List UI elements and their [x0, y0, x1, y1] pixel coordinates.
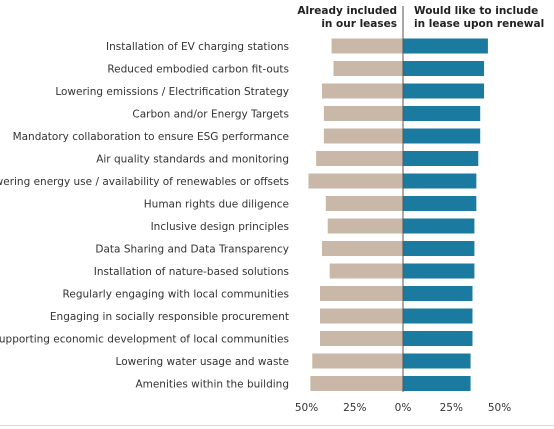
bottom-rule [0, 425, 554, 426]
category-label: Engaging in socially responsible procure… [50, 311, 289, 323]
bar-already-included [333, 61, 403, 76]
bar-would-like-to-include [403, 38, 488, 54]
category-label: Human rights due diligence [144, 199, 289, 211]
category-labels: Installation of EV charging stations Redu… [0, 41, 289, 391]
x-tick-label: 50% [488, 402, 511, 414]
category-label: Installation of EV charging stations [106, 41, 289, 53]
bar-already-included [331, 38, 403, 54]
category-label: Installation of nature-based solutions [94, 266, 289, 278]
bar-already-included [325, 196, 403, 211]
bar-already-included [316, 151, 403, 166]
x-tick-label: 25% [440, 402, 463, 414]
x-tick-label: 50% [295, 402, 318, 414]
bar-already-included [320, 308, 403, 324]
category-label: Mandatory collaboration to ensure ESG pe… [13, 131, 289, 143]
bar-would-like-to-include [403, 151, 479, 166]
category-label: Amenities within the building [135, 379, 289, 391]
category-label: Regularly engaging with local communitie… [63, 289, 289, 301]
category-label: Inclusive design principles [151, 221, 289, 233]
bar-would-like-to-include [403, 196, 477, 211]
bar-would-like-to-include [403, 173, 477, 189]
bar-would-like-to-include [403, 353, 471, 369]
bar-already-included [329, 263, 403, 279]
bar-would-like-to-include [403, 331, 473, 346]
bar-would-like-to-include [403, 376, 471, 391]
bar-would-like-to-include [403, 241, 475, 256]
bar-would-like-to-include [403, 286, 473, 301]
bar-already-included [310, 376, 403, 391]
category-label: Lowering water usage and waste [116, 356, 289, 368]
bar-already-included [321, 241, 403, 256]
category-label: Reduced embodied carbon fit-outs [107, 64, 289, 76]
bar-already-included [312, 353, 403, 369]
x-tick-label: 25% [343, 402, 366, 414]
x-tick-label: 0% [395, 402, 412, 414]
x-axis-ticks: 50% 25% 0% 25% 50% [295, 402, 511, 414]
bar-already-included [320, 286, 403, 301]
category-label: Lowering emissions / Electrification Str… [55, 86, 289, 98]
bar-would-like-to-include [403, 218, 475, 234]
category-label: Supporting economic development of local… [0, 334, 289, 346]
category-label: Air quality standards and monitoring [96, 154, 289, 166]
bar-already-included [321, 83, 403, 99]
bar-already-included [327, 218, 403, 234]
bar-would-like-to-include [403, 61, 485, 76]
bar-would-like-to-include [403, 263, 475, 279]
legend-already-included: in our leases [321, 18, 397, 30]
legend-already-included: Already included [297, 5, 397, 17]
bar-would-like-to-include [403, 308, 473, 324]
bar-would-like-to-include [403, 128, 481, 144]
category-label: Data Sharing and Data Transparency [95, 244, 289, 256]
bars [308, 38, 488, 391]
bar-already-included [320, 331, 403, 346]
category-label: Carbon and/or Energy Targets [132, 109, 289, 121]
bar-already-included [323, 106, 403, 121]
category-label: Lowering energy use / availability of re… [0, 176, 289, 188]
bar-would-like-to-include [403, 83, 485, 99]
legend-would-like-to-include: Would like to include [414, 5, 538, 17]
bar-already-included [323, 128, 403, 144]
legend-would-like-to-include: in lease upon renewal [414, 18, 544, 30]
bar-would-like-to-include [403, 106, 481, 121]
bar-already-included [308, 173, 403, 189]
